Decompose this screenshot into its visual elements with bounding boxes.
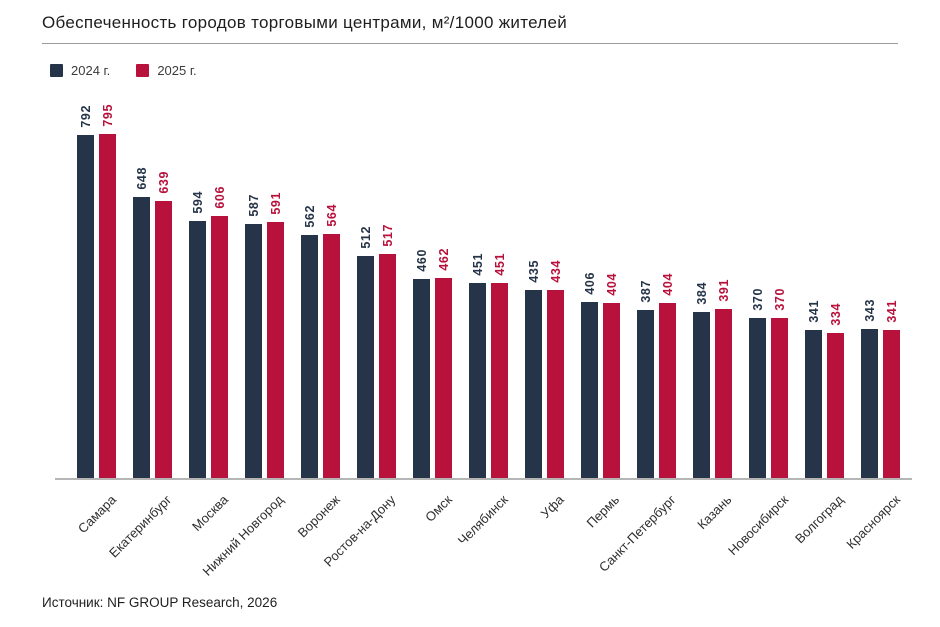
bar-2025: 451 bbox=[491, 253, 508, 478]
value-label: 562 bbox=[302, 205, 317, 228]
value-label: 434 bbox=[548, 260, 563, 283]
value-label: 451 bbox=[492, 253, 507, 276]
value-label: 370 bbox=[750, 288, 765, 311]
value-label: 512 bbox=[358, 226, 373, 249]
title-block: Обеспеченность городов торговыми центрам… bbox=[42, 13, 898, 44]
value-label: 587 bbox=[246, 194, 261, 217]
x-axis-label: Уфа bbox=[537, 492, 567, 522]
value-label: 435 bbox=[526, 260, 541, 283]
bar-2024: 387 bbox=[637, 280, 654, 478]
value-label: 639 bbox=[156, 171, 171, 194]
value-label: 406 bbox=[582, 272, 597, 295]
legend: 2024 г. 2025 г. bbox=[50, 63, 197, 78]
value-label: 606 bbox=[212, 186, 227, 209]
value-label: 404 bbox=[660, 273, 675, 296]
bar-2024: 587 bbox=[245, 194, 262, 478]
value-label: 341 bbox=[884, 300, 899, 323]
bar-2025: 639 bbox=[155, 171, 172, 478]
bar-2024: 648 bbox=[133, 167, 150, 478]
bar-2024: 460 bbox=[413, 249, 430, 478]
value-label: 462 bbox=[436, 248, 451, 271]
bar-2024: 451 bbox=[469, 253, 486, 478]
chart-title: Обеспеченность городов торговыми центрам… bbox=[42, 13, 568, 32]
bar-2024: 792 bbox=[77, 105, 94, 478]
x-axis-label: Воронеж bbox=[294, 492, 343, 541]
legend-label-2024: 2024 г. bbox=[71, 63, 111, 78]
source-note: Источник: NF GROUP Research, 2026 bbox=[42, 595, 278, 610]
value-label: 795 bbox=[100, 104, 115, 127]
legend-swatch-2024 bbox=[50, 64, 63, 77]
bar-2024: 435 bbox=[525, 260, 542, 478]
bar-2024: 343 bbox=[861, 299, 878, 478]
legend-swatch-2025 bbox=[136, 64, 150, 77]
legend-item-2024: 2024 г. bbox=[50, 63, 110, 78]
x-axis-label: Красноярск bbox=[842, 492, 903, 552]
value-label: 341 bbox=[806, 300, 821, 323]
bar-2025: 404 bbox=[659, 273, 676, 478]
value-label: 564 bbox=[324, 204, 339, 227]
value-label: 792 bbox=[78, 105, 93, 128]
bar-2024: 384 bbox=[693, 282, 710, 478]
x-axis-label: Волгоград bbox=[792, 492, 847, 547]
bar-2024: 341 bbox=[805, 300, 822, 478]
value-label: 648 bbox=[134, 167, 149, 190]
value-label: 391 bbox=[716, 279, 731, 302]
bar-2025: 370 bbox=[771, 288, 788, 478]
x-axis-label: Пермь bbox=[584, 492, 623, 531]
bar-2024: 512 bbox=[357, 226, 374, 478]
x-axis-label: Москва bbox=[188, 492, 231, 534]
value-label: 343 bbox=[862, 299, 877, 322]
bar-2025: 404 bbox=[603, 273, 620, 478]
bar-2025: 591 bbox=[267, 192, 284, 478]
value-label: 387 bbox=[638, 280, 653, 303]
bar-2025: 341 bbox=[883, 300, 900, 478]
bar-2025: 334 bbox=[827, 303, 844, 478]
plot-area: 792 795 Самара 648 639 Екатеринбург 594 606 Моск… bbox=[55, 104, 912, 579]
value-label: 404 bbox=[604, 273, 619, 296]
legend-label-2025: 2025 г. bbox=[157, 63, 197, 78]
value-label: 591 bbox=[268, 192, 283, 215]
bar-2024: 562 bbox=[301, 205, 318, 478]
bar-2025: 564 bbox=[323, 204, 340, 478]
bar-2025: 434 bbox=[547, 260, 564, 478]
value-label: 334 bbox=[828, 303, 843, 326]
x-axis-label: Челябинск bbox=[454, 492, 511, 548]
bar-2025: 606 bbox=[211, 186, 228, 478]
bar-2024: 406 bbox=[581, 272, 598, 478]
value-label: 460 bbox=[414, 249, 429, 272]
bar-2025: 391 bbox=[715, 279, 732, 478]
value-label: 370 bbox=[772, 288, 787, 311]
bar-2024: 594 bbox=[189, 191, 206, 478]
x-axis-label: Казань bbox=[694, 492, 735, 533]
bar-2025: 462 bbox=[435, 248, 452, 478]
value-label: 594 bbox=[190, 191, 205, 214]
value-label: 384 bbox=[694, 282, 709, 305]
bar-2024: 370 bbox=[749, 288, 766, 478]
value-label: 451 bbox=[470, 253, 485, 276]
bar-2025: 517 bbox=[379, 224, 396, 478]
value-label: 517 bbox=[380, 224, 395, 247]
x-axis-label: Самара bbox=[74, 492, 119, 537]
bar-2025: 795 bbox=[99, 104, 116, 478]
legend-item-2025: 2025 г. bbox=[136, 63, 197, 78]
x-axis-label: Омск bbox=[421, 492, 455, 525]
